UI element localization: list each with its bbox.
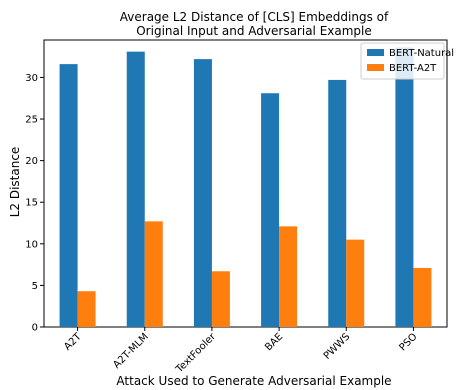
legend: BERT-Natural BERT-A2T <box>360 42 454 80</box>
chart-title: Average L2 Distance of [CLS] Embeddings … <box>120 10 389 24</box>
y-tick-label: 10 <box>25 239 38 250</box>
y-tick-label: 20 <box>25 156 38 167</box>
bar-bert-a2t-bae <box>279 226 298 327</box>
bar-bert-natural-a2t <box>59 64 78 327</box>
bar-bert-natural-bae <box>261 93 280 328</box>
bar-bert-natural-a2t-mlm <box>126 51 145 328</box>
legend-entry: BERT-Natural <box>389 48 454 59</box>
y-tick-label: 0 <box>32 323 38 334</box>
y-axis-label: L2 Distance <box>8 147 22 218</box>
y-tick-label: 5 <box>32 281 38 292</box>
y-tick-label: 30 <box>25 73 38 84</box>
x-axis: A2T A2T-MLM TextFooler BAE PWWS PSO <box>62 327 420 376</box>
plot-frame <box>43 39 448 328</box>
bar-bert-natural-pso <box>395 47 414 327</box>
x-tick-label: PWWS <box>322 331 353 362</box>
legend-entry: BERT-A2T <box>389 63 437 74</box>
bar-bert-a2t-textfooler <box>211 271 230 327</box>
bar-bert-a2t-pwws <box>346 239 365 327</box>
y-axis: 0 5 10 15 20 25 30 <box>25 73 44 334</box>
bar-bert-a2t-pso <box>413 267 432 327</box>
x-tick-label: BAE <box>263 331 285 353</box>
bar-bert-a2t-a2t <box>77 291 96 327</box>
bar-bert-natural-pwws <box>328 79 347 327</box>
y-tick-label: 15 <box>25 198 38 209</box>
y-tick-label: 25 <box>25 115 38 126</box>
bar-bert-a2t-a2t-mlm <box>144 221 163 327</box>
x-tick-label: A2T-MLM <box>111 331 150 370</box>
plot-area <box>43 39 448 328</box>
legend-swatch <box>367 64 384 71</box>
x-tick-label: A2T <box>62 331 84 353</box>
x-tick-label: PSO <box>397 331 419 353</box>
x-axis-label: Attack Used to Generate Adversarial Exam… <box>116 374 391 388</box>
chart-subtitle: Original Input and Adversarial Example <box>136 24 372 38</box>
bars-group <box>59 47 432 328</box>
bar-bert-natural-textfooler <box>193 59 212 328</box>
x-tick-label: TextFooler <box>174 331 219 376</box>
legend-swatch <box>367 49 384 56</box>
